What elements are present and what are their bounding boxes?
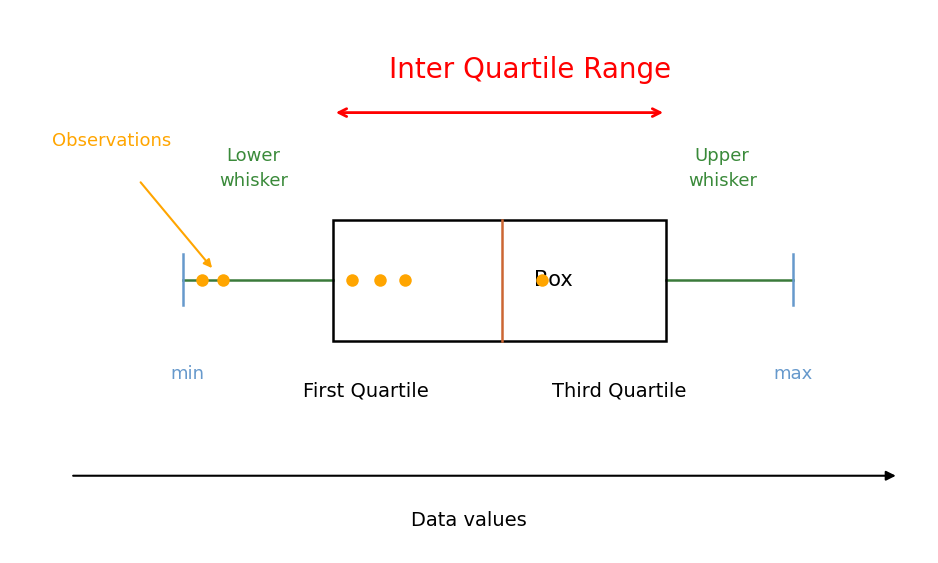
Text: Inter Quartile Range: Inter Quartile Range [389,56,671,84]
Text: First Quartile: First Quartile [303,382,429,401]
Text: Box: Box [534,270,573,290]
Text: Third Quartile: Third Quartile [552,382,687,401]
Text: Observations: Observations [52,132,171,150]
Text: Lower
whisker: Lower whisker [219,148,288,190]
Bar [333,220,666,341]
Text: min: min [171,365,204,383]
Text: Data values: Data values [411,511,527,530]
Text: max: max [773,365,812,383]
Text: Upper
whisker: Upper whisker [688,148,757,190]
